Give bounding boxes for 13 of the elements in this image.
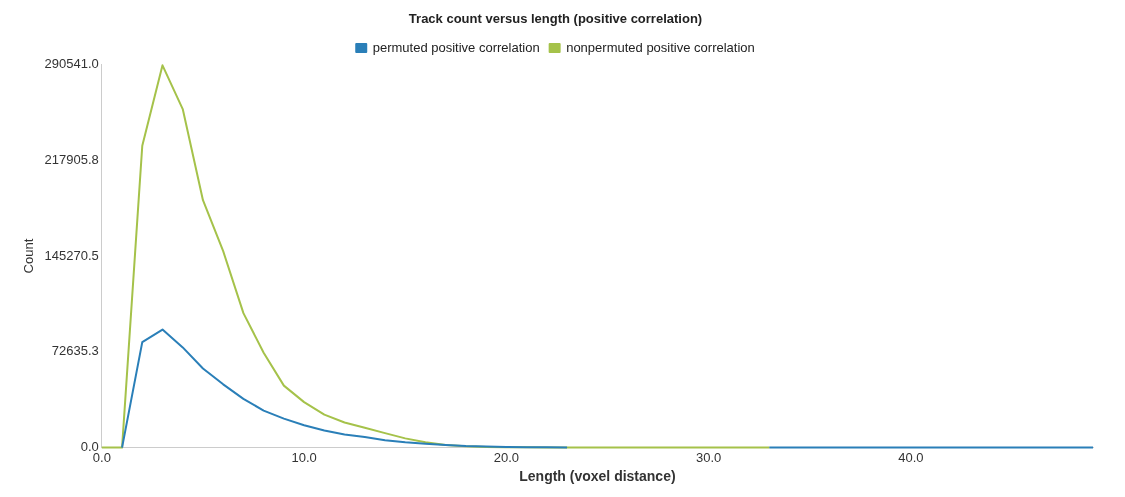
legend-label: nonpermuted positive correlation: [566, 39, 755, 55]
y-tick-label: 145270.5: [44, 247, 99, 263]
x-tick-label: 10.0: [291, 449, 317, 465]
chart-title: Track count versus length (positive correlation): [408, 11, 703, 27]
x-tick-label: 30.0: [696, 449, 722, 465]
y-tick-label: 72635.3: [51, 343, 99, 359]
y-tick-label: 290541.0: [44, 56, 99, 72]
x-axis-title: Length (voxel distance): [519, 468, 676, 485]
y-axis-title: Count: [21, 238, 37, 274]
x-tick-label: 40.0: [898, 449, 924, 465]
y-tick-label: 217905.8: [44, 151, 99, 167]
legend-label: permuted positive correlation: [372, 39, 540, 55]
x-tick-label: 20.0: [493, 449, 520, 465]
